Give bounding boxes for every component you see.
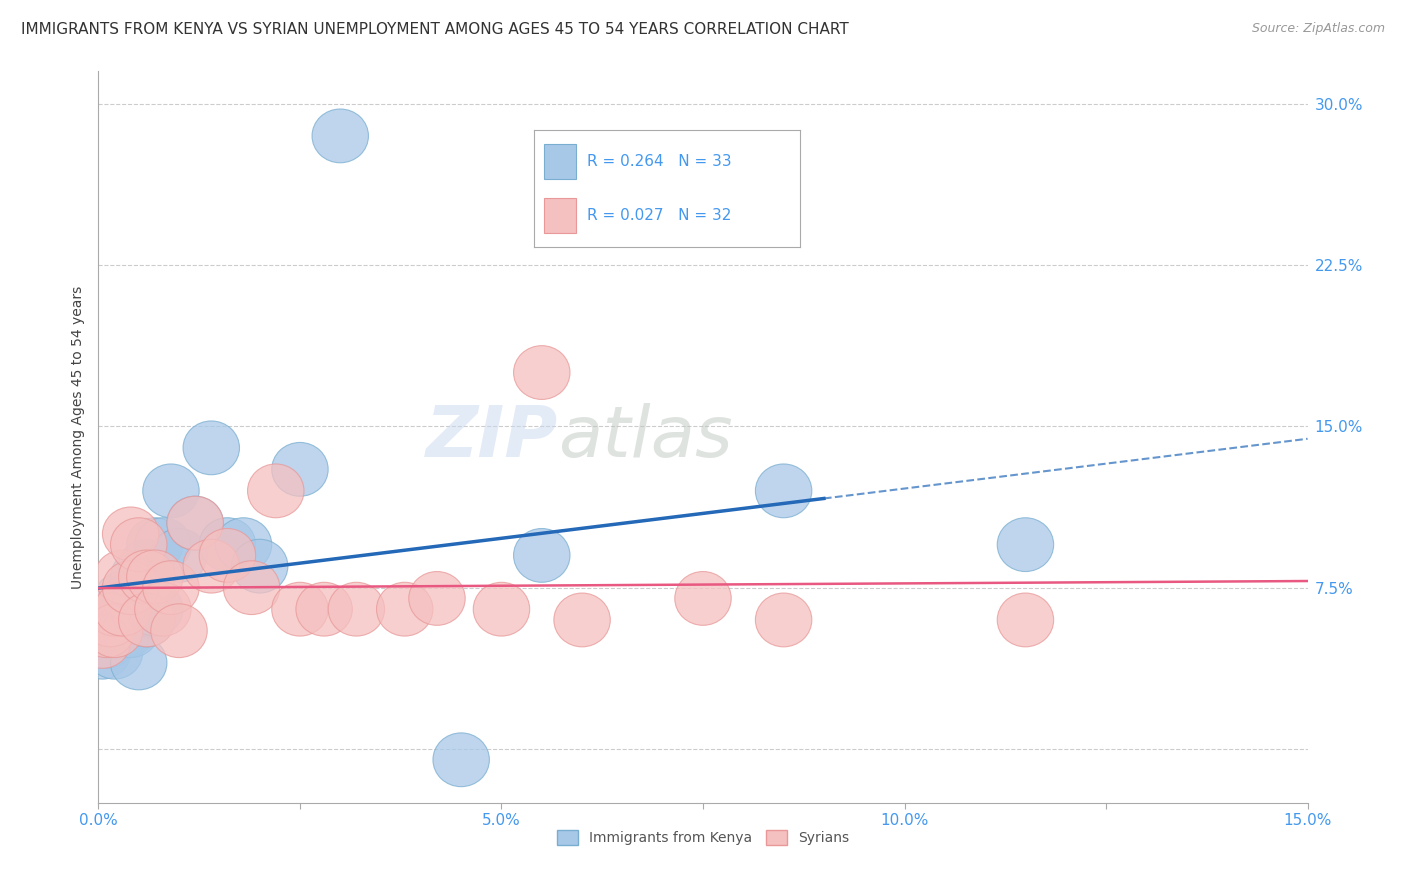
Ellipse shape xyxy=(83,593,139,647)
Ellipse shape xyxy=(215,517,271,572)
Ellipse shape xyxy=(409,572,465,625)
Ellipse shape xyxy=(150,604,207,657)
Ellipse shape xyxy=(474,582,530,636)
Ellipse shape xyxy=(135,517,191,572)
Ellipse shape xyxy=(118,593,174,647)
Ellipse shape xyxy=(118,550,174,604)
Ellipse shape xyxy=(103,604,159,657)
Ellipse shape xyxy=(79,593,135,647)
Ellipse shape xyxy=(755,464,811,517)
Ellipse shape xyxy=(94,604,150,657)
Ellipse shape xyxy=(232,540,288,593)
Ellipse shape xyxy=(98,604,155,657)
Ellipse shape xyxy=(103,561,159,615)
Ellipse shape xyxy=(135,582,191,636)
Ellipse shape xyxy=(513,528,569,582)
Ellipse shape xyxy=(90,582,146,636)
Ellipse shape xyxy=(247,464,304,517)
Ellipse shape xyxy=(127,517,183,572)
Ellipse shape xyxy=(200,528,256,582)
Ellipse shape xyxy=(94,582,150,636)
Ellipse shape xyxy=(118,540,174,593)
Ellipse shape xyxy=(86,625,143,679)
Ellipse shape xyxy=(997,517,1053,572)
Ellipse shape xyxy=(312,109,368,162)
Ellipse shape xyxy=(75,625,131,679)
Ellipse shape xyxy=(127,582,183,636)
Ellipse shape xyxy=(94,572,150,625)
Ellipse shape xyxy=(86,604,143,657)
Ellipse shape xyxy=(103,572,159,625)
Y-axis label: Unemployment Among Ages 45 to 54 years: Unemployment Among Ages 45 to 54 years xyxy=(72,285,86,589)
Ellipse shape xyxy=(271,442,328,496)
Ellipse shape xyxy=(127,550,183,604)
Ellipse shape xyxy=(79,604,135,657)
Ellipse shape xyxy=(224,561,280,615)
Ellipse shape xyxy=(513,345,569,400)
Ellipse shape xyxy=(271,582,328,636)
Ellipse shape xyxy=(103,507,159,561)
Ellipse shape xyxy=(167,496,224,550)
Ellipse shape xyxy=(433,733,489,787)
Ellipse shape xyxy=(675,572,731,625)
Ellipse shape xyxy=(111,636,167,690)
Ellipse shape xyxy=(997,593,1053,647)
Ellipse shape xyxy=(295,582,353,636)
Ellipse shape xyxy=(200,517,256,572)
Ellipse shape xyxy=(377,582,433,636)
Ellipse shape xyxy=(111,517,167,572)
Ellipse shape xyxy=(86,582,143,636)
Ellipse shape xyxy=(143,464,200,517)
Legend: Immigrants from Kenya, Syrians: Immigrants from Kenya, Syrians xyxy=(551,825,855,851)
Ellipse shape xyxy=(86,593,143,647)
Ellipse shape xyxy=(111,550,167,604)
Ellipse shape xyxy=(75,615,131,668)
Ellipse shape xyxy=(150,528,207,582)
Ellipse shape xyxy=(118,593,174,647)
Ellipse shape xyxy=(167,496,224,550)
Ellipse shape xyxy=(83,604,139,657)
Ellipse shape xyxy=(94,550,150,604)
Ellipse shape xyxy=(143,561,200,615)
Ellipse shape xyxy=(328,582,385,636)
Ellipse shape xyxy=(111,582,167,636)
Text: atlas: atlas xyxy=(558,402,733,472)
Ellipse shape xyxy=(183,421,239,475)
Ellipse shape xyxy=(183,540,239,593)
Ellipse shape xyxy=(554,593,610,647)
Text: ZIP: ZIP xyxy=(426,402,558,472)
Ellipse shape xyxy=(79,615,135,668)
Text: Source: ZipAtlas.com: Source: ZipAtlas.com xyxy=(1251,22,1385,36)
Text: IMMIGRANTS FROM KENYA VS SYRIAN UNEMPLOYMENT AMONG AGES 45 TO 54 YEARS CORRELATI: IMMIGRANTS FROM KENYA VS SYRIAN UNEMPLOY… xyxy=(21,22,849,37)
Ellipse shape xyxy=(755,593,811,647)
